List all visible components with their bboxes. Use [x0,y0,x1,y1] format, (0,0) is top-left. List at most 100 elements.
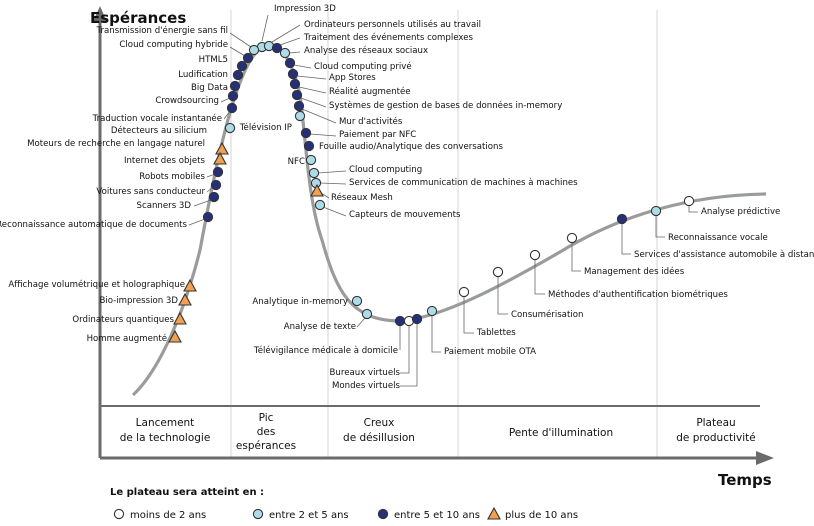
label-bureaux-virtuels: Bureaux virtuels [330,368,401,378]
label-app-stores: App Stores [329,73,376,83]
label-transmission-d-energie-sans-fil: Transmission d'énergie sans fil [95,25,228,36]
marker-ordinateurs-quantiques [173,311,187,325]
leader-reconnaissance-automatique-de-documents [188,218,206,226]
label-systemes-de-gestion-de-bases-de-donnees-in-memory: Systèmes de gestion de bases de données … [329,100,562,111]
marker-management-des-idees [566,232,578,244]
label-tablettes: Tablettes [476,328,516,338]
leader-bureaux-virtuels [400,325,410,374]
y-axis-arrow [93,6,107,22]
legend: Le plateau sera atteint en : moins de 2 … [110,487,578,521]
phase-lancement-line2: de la technologie [120,432,211,444]
label-management-des-idees: Management des idées [584,266,685,277]
label-internet-des-objets: Internet des objets [124,156,206,166]
label-services-d-assistance-automobile-a-distance: Services d'assistance automobile à dista… [634,250,814,260]
leader-systemes-de-gestion-de-bases-de-donnees-in-memory [300,97,327,108]
label-ordinateurs-personnels-utilises-au-travail: Ordinateurs personnels utilisés au trava… [304,19,481,30]
y-axis-title: Espérances [90,9,186,27]
label-scanners-3d: Scanners 3D [137,201,192,211]
phase-pic-line2: des [257,426,276,438]
label-reconnaissance-automatique-de-documents: Reconnaissance automatique de documents [0,220,188,230]
phase-pente-line1: Pente d'illumination [509,427,613,439]
x-axis-arrow [756,451,774,465]
phase-labels: Lancement de la technologie Pic des espé… [120,412,756,452]
label-moteurs-de-recherche-en-langage-naturel: Moteurs de recherche en langage naturel [27,139,205,149]
marker-paiement-par-nfc [300,127,312,139]
phase-pic-line3: espérances [236,440,296,452]
label-consumerisation: Consumérisation [511,309,583,320]
label-mondes-virtuels: Mondes virtuels [332,381,401,391]
phase-plateau-line2: de productivité [676,432,755,444]
label-cloud-computing: Cloud computing [349,165,422,175]
label-html5: HTML5 [199,55,228,65]
marker-robots-mobiles [212,166,224,178]
legend-marker-2to5 [252,508,264,520]
leader-mur-d-activites [301,108,337,124]
label-reseaux-mesh: Réseaux Mesh [331,192,393,203]
leader-cloud-computing-prive [293,64,312,69]
phase-pic-line1: Pic [259,412,274,424]
marker-app-stores [287,68,299,80]
label-nfc: NFC [288,157,305,167]
leader-crowdsourcing [220,97,231,103]
leader-reconnaissance-vocale [655,215,665,238]
technology-labels: Impression 3D Ordinateurs personnels util… [0,4,814,391]
label-ludification: Ludification [178,70,228,80]
axes [93,6,774,465]
label-impression-3d: Impression 3D [274,4,336,14]
technology-markers [168,40,695,343]
label-analyse-de-texte: Analyse de texte [284,322,356,332]
marker-reconnaissance-vocale [650,205,662,217]
marker-internet-des-objets [213,151,227,165]
marker-televigilance-medicale-a-domicile [394,315,406,327]
leader-mondes-virtuels [400,323,418,387]
marker-homme-augmente [168,329,182,343]
leader-analyse-de-texte [356,317,366,328]
marker-affichage-volumetrique-et-holographique [183,278,197,292]
label-televigilance-medicale-a-domicile: Télévigilance médicale à domicile [253,345,398,356]
hype-curve [131,43,767,397]
label-analyse-predictive: Analyse prédictive [701,206,780,217]
label-traduction-vocale-instantanee: Traduction vocale instantanée [92,113,222,124]
phase-creux-line1: Creux [364,417,395,429]
marker-tablettes [458,286,470,298]
label-mur-d-activites: Mur d'activités [339,116,403,127]
label-crowdsourcing: Crowdsourcing [155,96,219,106]
marker-crowdsourcing [227,90,239,102]
legend-title: Le plateau sera atteint en : [110,487,264,498]
label-analytique-in-memory: Analytique in-memory [252,297,348,307]
label-analyse-des-reseaux-sociaux: Analyse des réseaux sociaux [304,45,428,56]
x-axis-title: Temps [718,471,772,489]
label-services-de-communication-de-machines-a-machines: Services de communication de machines à … [349,178,578,188]
legend-marker-5to10 [377,508,389,520]
phase-dividers [230,10,658,458]
marker-mur-d-activites [293,100,305,112]
leader-tablettes [463,296,474,334]
label-homme-augmente: Homme augmenté [87,333,167,344]
phase-creux-line2: de désillusion [343,432,415,444]
leader-ordinateurs-personnels-utilises-au-travail [271,24,301,43]
label-capteurs-de-mouvements: Capteurs de mouvements [349,210,461,220]
marker-analyse-predictive [683,195,695,207]
leader-methodes-d-authentification-biometriques [534,259,545,295]
marker-analyse-de-texte [361,308,373,320]
marker-services-d-assistance-automobile-a-distance [616,213,628,225]
label-bio-impression-3d: Bio-impression 3D [99,296,178,306]
marker-voitures-sans-conducteur [210,179,222,191]
marker-mondes-virtuels [411,313,423,325]
label-paiement-mobile-ota: Paiement mobile OTA [444,347,536,357]
leader-cloud-computing [317,170,347,174]
leader-traduction-vocale-instantanee [223,110,231,120]
marker-transmission-d-energie-sans-fil [248,44,260,56]
legend-label-5to10: entre 5 et 10 ans [394,510,480,521]
leader-app-stores [296,75,327,80]
leader-cloud-computing-hybride [229,46,246,57]
marker-cloud-computing-prive [284,57,296,69]
legend-label-gt10: plus de 10 ans [505,510,578,521]
label-methodes-d-authentification-biometriques: Méthodes d'authentification biométriques [548,289,728,300]
marker-methodes-d-authentification-biometriques [529,249,541,261]
marker-cloud-computing [308,167,320,179]
legend-marker-gt10 [487,506,501,520]
leader-management-des-idees [571,242,581,272]
label-cloud-computing-prive: Cloud computing privé [314,61,412,72]
marker-html5 [236,60,248,72]
